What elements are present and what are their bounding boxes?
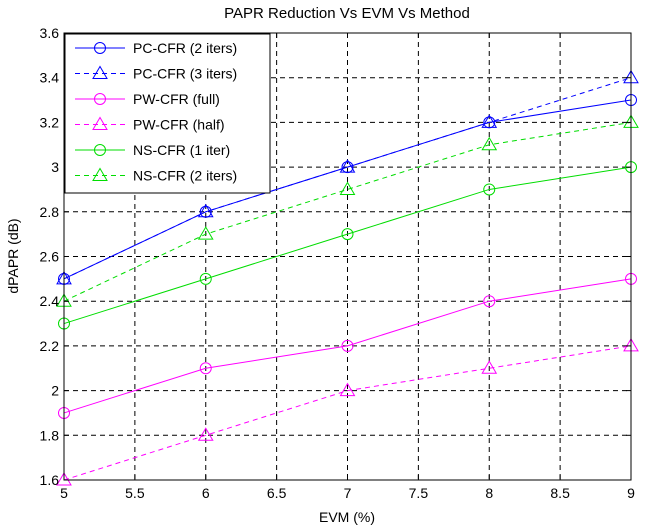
triangle-marker <box>197 427 214 441</box>
triangle-marker <box>92 65 108 79</box>
legend-box <box>64 33 271 194</box>
y-tick-label: 1.8 <box>40 427 60 443</box>
x-tick-label: 8 <box>485 485 493 501</box>
y-axis-label: dPAPR (dB) <box>5 218 21 293</box>
triangle-marker <box>339 181 356 195</box>
triangle-marker <box>56 472 72 486</box>
triangle-marker <box>92 167 108 181</box>
circle-marker <box>94 93 106 105</box>
y-tick-label: 3.4 <box>40 70 60 86</box>
circle-marker <box>483 183 496 196</box>
legend-item: PW-CFR (full) <box>75 91 220 107</box>
legend: PC-CFR (2 iters) PC-CFR (3 iters) PW-CFR (… <box>64 33 271 194</box>
triangle-marker <box>481 136 498 151</box>
x-tick-label: 5.5 <box>125 485 145 501</box>
y-tick-label: 2.2 <box>40 338 60 354</box>
y-tick-label: 3.6 <box>40 25 60 41</box>
y-tick-label: 3.2 <box>40 114 60 130</box>
y-tick-label: 2 <box>51 383 59 399</box>
legend-item: NS-CFR (2 iters) <box>75 168 237 184</box>
y-tick-label: 2.4 <box>40 293 60 309</box>
x-axis-label: EVM (%) <box>319 509 375 525</box>
legend-item: PC-CFR (3 iters) <box>75 66 237 82</box>
circle-marker <box>94 144 106 156</box>
triangle-marker <box>197 226 214 240</box>
legend-item: PW-CFR (half) <box>75 117 225 133</box>
y-axis-ticks: 1.6 1.8 2 2.2 2.4 2.6 2.8 3 3.2 3.4 3.6 <box>40 25 631 488</box>
x-tick-label: 9 <box>627 485 635 501</box>
y-tick-label: 2.6 <box>40 249 60 265</box>
legend-label: NS-CFR (1 iter) <box>133 142 230 158</box>
y-tick-label: 3 <box>51 159 59 175</box>
triangle-marker <box>481 360 498 374</box>
x-tick-label: 7 <box>344 485 352 501</box>
x-tick-label: 6.5 <box>267 485 287 501</box>
legend-label: PW-CFR (half) <box>133 117 225 133</box>
triangle-marker <box>339 159 356 173</box>
circle-marker <box>94 42 106 54</box>
circle-marker <box>341 228 354 241</box>
triangle-marker <box>339 382 356 397</box>
x-axis-ticks: 5 5.5 6 6.5 7 7.5 8 8.5 9 <box>60 33 635 501</box>
triangle-marker <box>92 116 108 130</box>
y-tick-label: 1.6 <box>40 472 60 488</box>
circle-marker <box>341 339 354 352</box>
triangle-marker <box>197 203 214 218</box>
legend-label: PC-CFR (3 iters) <box>133 66 237 82</box>
triangle-marker <box>481 114 498 128</box>
data-series <box>56 69 639 486</box>
y-tick-label: 2.8 <box>40 204 60 220</box>
legend-item: PC-CFR (2 iters) <box>75 40 237 56</box>
legend-label: NS-CFR (2 iters) <box>133 168 237 184</box>
legend-label: PC-CFR (2 iters) <box>133 40 237 56</box>
legend-label: PW-CFR (full) <box>133 91 220 107</box>
x-tick-label: 7.5 <box>409 485 429 501</box>
circle-marker <box>199 362 212 375</box>
legend-item: NS-CFR (1 iter) <box>75 142 230 158</box>
circle-marker <box>199 272 212 285</box>
chart-title: PAPR Reduction Vs EVM Vs Method <box>224 5 470 22</box>
x-tick-label: 6 <box>202 485 210 501</box>
circle-marker <box>483 295 496 308</box>
x-tick-label: 8.5 <box>550 485 570 501</box>
x-tick-label: 5 <box>60 485 68 501</box>
